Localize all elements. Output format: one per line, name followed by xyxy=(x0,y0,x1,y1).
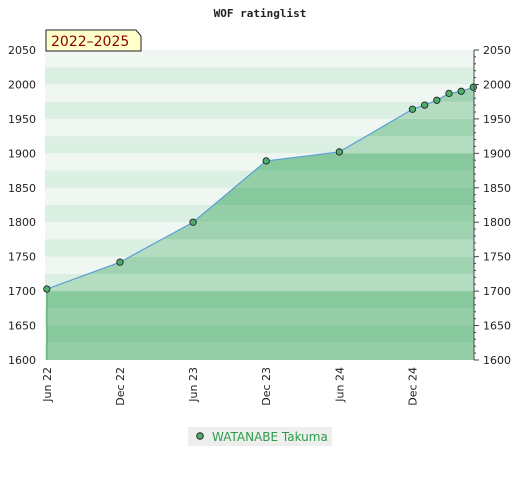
y-tick-label-right: 1700 xyxy=(483,285,511,298)
data-point xyxy=(189,218,197,226)
y-tick-label-left: 1700 xyxy=(8,285,36,298)
legend: WATANABE Takuma xyxy=(188,427,332,446)
y-tick-label-right: 2050 xyxy=(483,44,511,57)
y-tick-label-right: 1900 xyxy=(483,147,511,160)
x-tick-label: Dec 23 xyxy=(260,367,273,406)
y-tick-label-right: 1850 xyxy=(483,182,511,195)
area-band xyxy=(46,325,474,343)
background-band xyxy=(45,67,474,85)
x-tick-label: Dec 22 xyxy=(114,367,127,406)
x-tick-label: Dec 24 xyxy=(406,367,419,406)
x-tick-label: Jun 23 xyxy=(187,367,200,403)
period-badge-box xyxy=(45,29,142,52)
data-point xyxy=(262,157,270,165)
y-tick-label-right: 1800 xyxy=(483,216,511,229)
data-point xyxy=(445,89,453,98)
data-point xyxy=(408,105,417,113)
y-tick-label-right: 1950 xyxy=(483,113,511,126)
area-band xyxy=(46,342,474,360)
data-point xyxy=(116,258,124,266)
legend-marker xyxy=(196,432,204,440)
area-band xyxy=(46,256,474,274)
area-band xyxy=(46,273,474,292)
y-tick-label-left: 1900 xyxy=(8,147,36,160)
period-label: 2022–2025 xyxy=(51,34,129,50)
y-tick-label-right: 1600 xyxy=(483,354,511,367)
y-tick-label-left: 1850 xyxy=(8,182,36,195)
y-tick-label-left: 1650 xyxy=(8,320,36,333)
legend-box xyxy=(188,427,332,446)
area-band-dark xyxy=(46,291,474,326)
data-point xyxy=(420,101,429,109)
period-badge: 2022–2025 xyxy=(45,29,142,52)
background-band xyxy=(45,101,474,119)
legend-label: WATANABE Takuma xyxy=(212,430,328,444)
data-point xyxy=(469,83,478,91)
x-tick-label: Jun 22 xyxy=(41,367,54,403)
chart-title: WOF ratinglist xyxy=(214,7,307,20)
y-tick-label-right: 2000 xyxy=(483,78,511,91)
y-tick-label-left: 2050 xyxy=(8,44,36,57)
x-tick-label: Jun 24 xyxy=(333,367,346,403)
data-point xyxy=(457,87,465,95)
y-tick-label-left: 1800 xyxy=(8,216,36,229)
background-band xyxy=(45,50,474,68)
y-tick-label-left: 1750 xyxy=(8,251,36,264)
data-point xyxy=(43,285,51,293)
area-band xyxy=(46,308,474,326)
background-band xyxy=(45,118,474,137)
marker-layer xyxy=(43,83,478,293)
data-point xyxy=(335,148,343,156)
axes: 1600 1600 1650 1650 1700 1700 1750 1750 1800 1800… xyxy=(8,44,511,406)
y-tick-label-right: 1650 xyxy=(483,320,511,333)
y-tick-label-left: 1950 xyxy=(8,113,36,126)
area-band-dark xyxy=(46,325,474,360)
y-tick-label-left: 1600 xyxy=(8,354,36,367)
background-band xyxy=(45,84,474,102)
y-tick-label-right: 1750 xyxy=(483,251,511,264)
data-point xyxy=(433,96,441,104)
area-band xyxy=(46,291,474,309)
y-tick-label-left: 2000 xyxy=(8,78,36,91)
